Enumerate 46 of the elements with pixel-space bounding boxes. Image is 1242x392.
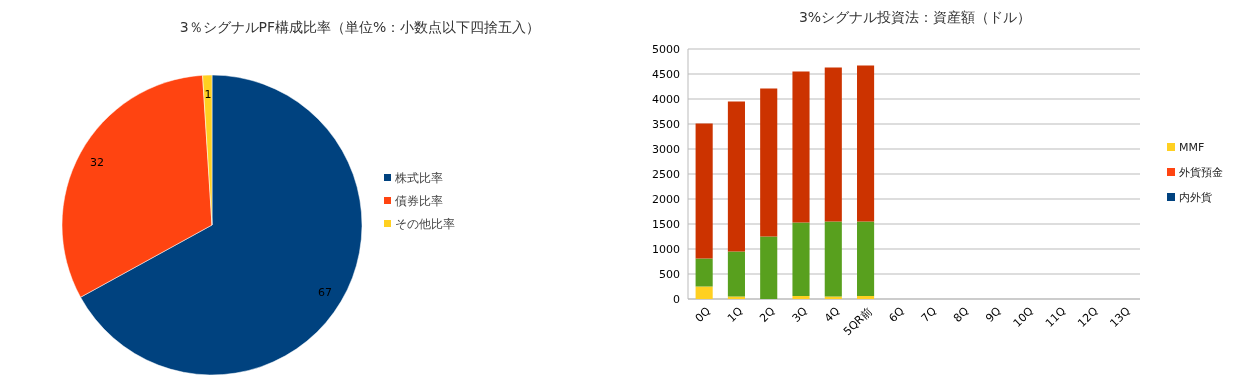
data-label: 32: [89, 155, 104, 169]
legend-label: 内外貨: [1179, 190, 1212, 204]
y-tick-label: 4000: [652, 92, 680, 106]
x-tick-label: 2Q: [757, 304, 778, 325]
bar: [760, 88, 778, 237]
y-tick-label: 1500: [652, 217, 680, 231]
x-tick-label: 4Q: [821, 304, 843, 325]
y-tick-label: 1000: [652, 242, 680, 256]
chart-title: 3%シグナル投資法：資産額（ドル）: [798, 9, 1032, 25]
x-tick-label: 3Q: [789, 304, 811, 325]
bar: [695, 123, 713, 259]
legend-label: 債券比率: [395, 194, 443, 209]
x-tick-label: 8Q: [951, 304, 972, 325]
legend-label: その他比率: [395, 217, 455, 232]
data-label: 1: [204, 87, 212, 101]
x-tick-label: 6Q: [886, 304, 907, 325]
y-tick-label: 0: [673, 292, 680, 306]
bar: [857, 221, 875, 296]
y-tick-label: 4500: [652, 67, 680, 81]
bar: [695, 286, 713, 299]
legend-label: 外貨預金: [1179, 165, 1223, 179]
x-tick-label: 1Q: [725, 304, 746, 325]
bar: [792, 71, 810, 223]
y-tick-label: 500: [659, 267, 680, 281]
bar: [792, 296, 810, 299]
y-tick-label: 5000: [652, 42, 680, 56]
bar: [727, 251, 745, 297]
bar: [824, 67, 842, 222]
y-tick-label: 2500: [652, 167, 680, 181]
data-label: 67: [317, 285, 332, 299]
x-tick-label: 7Q: [918, 304, 940, 325]
x-tick-label: 9Q: [983, 304, 1004, 325]
bar: [695, 258, 713, 287]
chart-title: 3％シグナルPF構成比率（単位%：小数点以下四捨五入）: [179, 19, 541, 35]
legend-label: MMF: [1179, 140, 1205, 154]
bar: [727, 101, 745, 252]
y-tick-label: 2000: [652, 192, 680, 206]
bar: [857, 296, 875, 299]
bar: [760, 236, 778, 299]
legend-label: 株式比率: [394, 171, 443, 186]
bar: [824, 221, 842, 297]
y-tick-label: 3500: [652, 117, 680, 131]
bar: [792, 222, 810, 296]
bar: [857, 65, 875, 222]
x-tick-label: 0Q: [692, 304, 714, 325]
y-tick-label: 3000: [652, 142, 680, 156]
